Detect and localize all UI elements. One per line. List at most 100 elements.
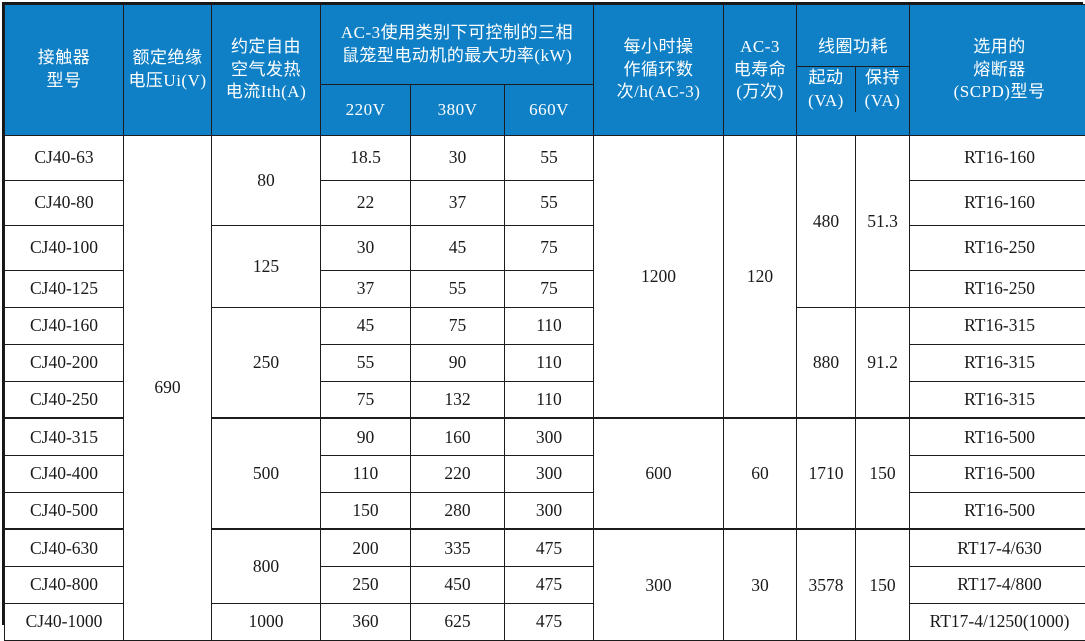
cell-power-220v: 90 [321, 418, 411, 455]
cell-power-220v: 110 [321, 455, 411, 492]
cell-coil-hold: 150 [856, 529, 910, 640]
cell-model: CJ40-400 [5, 455, 124, 492]
cell-power-380v: 160 [411, 418, 505, 455]
cell-power-380v: 132 [411, 381, 505, 418]
cell-power-660v: 300 [505, 418, 594, 455]
cell-thermal-current: 125 [212, 225, 321, 307]
cell-power-380v: 450 [411, 566, 505, 603]
cell-model: CJ40-63 [5, 135, 124, 180]
cell-power-660v: 110 [505, 344, 594, 381]
header-rated-insulation-voltage: 额定绝缘 电压Ui(V) [124, 5, 212, 136]
header-contactor-model: 接触器 型号 [5, 5, 124, 136]
header-coil-start-va: 起动 (VA) [797, 67, 856, 112]
cell-fuse: RT17-4/630 [910, 529, 1085, 566]
cell-power-660v: 110 [505, 381, 594, 418]
cell-electrical-life: 60 [724, 418, 797, 529]
cell-power-220v: 22 [321, 180, 411, 225]
cell-coil-hold: 150 [856, 418, 910, 529]
contactor-spec-table-frame: 接触器 型号 额定绝缘 电压Ui(V) 约定自由 空气发热 电流Ith(A) A… [2, 2, 1083, 625]
cell-cycles-per-hour: 1200 [594, 135, 724, 418]
cell-model: CJ40-315 [5, 418, 124, 455]
cell-model: CJ40-200 [5, 344, 124, 381]
cell-power-220v: 150 [321, 492, 411, 529]
table-header: 接触器 型号 额定绝缘 电压Ui(V) 约定自由 空气发热 电流Ith(A) A… [5, 5, 1085, 136]
cell-fuse: RT17-4/800 [910, 566, 1085, 603]
coil-subheaders: 起动 (VA) 保持 (VA) [797, 67, 909, 112]
cell-power-380v: 37 [411, 180, 505, 225]
cell-power-220v: 250 [321, 566, 411, 603]
cell-fuse: RT16-500 [910, 492, 1085, 529]
cell-power-380v: 280 [411, 492, 505, 529]
cell-insulation-voltage: 690 [124, 135, 212, 640]
cell-power-660v: 300 [505, 455, 594, 492]
cell-power-660v: 55 [505, 180, 594, 225]
cell-power-660v: 75 [505, 225, 594, 270]
cell-power-660v: 475 [505, 529, 594, 566]
cell-model: CJ40-500 [5, 492, 124, 529]
cell-fuse: RT16-250 [910, 225, 1085, 270]
cell-cycles-per-hour: 300 [594, 529, 724, 640]
cell-model: CJ40-125 [5, 270, 124, 307]
cell-coil-start: 480 [797, 135, 856, 307]
header-coil-hold-va: 保持 (VA) [856, 67, 909, 112]
cell-fuse: RT16-160 [910, 135, 1085, 180]
cell-coil-start: 3578 [797, 529, 856, 640]
cell-fuse: RT16-500 [910, 455, 1085, 492]
cell-fuse: RT16-250 [910, 270, 1085, 307]
cell-fuse: RT16-315 [910, 344, 1085, 381]
cell-power-380v: 625 [411, 603, 505, 640]
header-380v: 380V [411, 85, 505, 135]
cell-power-220v: 200 [321, 529, 411, 566]
header-coil-power-title: 线圈功耗 [797, 27, 909, 67]
cell-model: CJ40-250 [5, 381, 124, 418]
cell-model: CJ40-1000 [5, 603, 124, 640]
coil-group-wrap: 线圈功耗 起动 (VA) 保持 (VA) [797, 27, 909, 112]
cell-fuse: RT16-315 [910, 307, 1085, 344]
cell-power-660v: 300 [505, 492, 594, 529]
cell-model: CJ40-630 [5, 529, 124, 566]
cell-power-380v: 45 [411, 225, 505, 270]
header-row-top: 接触器 型号 额定绝缘 电压Ui(V) 约定自由 空气发热 电流Ith(A) A… [5, 5, 1085, 85]
cell-model: CJ40-100 [5, 225, 124, 270]
cell-power-220v: 360 [321, 603, 411, 640]
cell-fuse: RT16-160 [910, 180, 1085, 225]
cell-coil-hold: 51.3 [856, 135, 910, 307]
cell-power-220v: 75 [321, 381, 411, 418]
cell-coil-start: 1710 [797, 418, 856, 529]
cell-power-220v: 55 [321, 344, 411, 381]
cell-power-380v: 30 [411, 135, 505, 180]
cell-model: CJ40-800 [5, 566, 124, 603]
cell-thermal-current: 500 [212, 418, 321, 529]
cell-electrical-life: 120 [724, 135, 797, 418]
cell-model: CJ40-160 [5, 307, 124, 344]
table-row: CJ40-63 690 80 18.5 30 55 1200 120 480 5… [5, 135, 1085, 180]
cell-power-660v: 110 [505, 307, 594, 344]
header-660v: 660V [505, 85, 594, 135]
cell-fuse: RT16-315 [910, 381, 1085, 418]
cell-cycles-per-hour: 600 [594, 418, 724, 529]
cell-power-660v: 75 [505, 270, 594, 307]
cell-coil-start: 880 [797, 307, 856, 418]
cell-power-660v: 55 [505, 135, 594, 180]
cell-power-660v: 475 [505, 566, 594, 603]
cell-thermal-current: 80 [212, 135, 321, 225]
cell-power-380v: 55 [411, 270, 505, 307]
header-220v: 220V [321, 85, 411, 135]
cell-thermal-current: 800 [212, 529, 321, 603]
table-body: CJ40-63 690 80 18.5 30 55 1200 120 480 5… [5, 135, 1085, 640]
cell-coil-hold: 91.2 [856, 307, 910, 418]
header-ac3-electrical-life: AC-3 电寿命 (万次) [724, 5, 797, 136]
cell-power-660v: 475 [505, 603, 594, 640]
cell-power-220v: 30 [321, 225, 411, 270]
cell-power-380v: 75 [411, 307, 505, 344]
header-selected-fuse-scpd: 选用的 熔断器 (SCPD)型号 [910, 5, 1085, 136]
cell-fuse: RT17-4/1250(1000) [910, 603, 1085, 640]
header-conventional-thermal-current: 约定自由 空气发热 电流Ith(A) [212, 5, 321, 136]
contactor-spec-table: 接触器 型号 额定绝缘 电压Ui(V) 约定自由 空气发热 电流Ith(A) A… [4, 4, 1085, 641]
header-ac3-max-power-group: AC-3使用类别下可控制的三相 鼠笼型电动机的最大功率(kW) [321, 5, 594, 85]
cell-power-220v: 45 [321, 307, 411, 344]
cell-power-220v: 37 [321, 270, 411, 307]
cell-power-380v: 90 [411, 344, 505, 381]
cell-fuse: RT16-500 [910, 418, 1085, 455]
cell-power-220v: 18.5 [321, 135, 411, 180]
